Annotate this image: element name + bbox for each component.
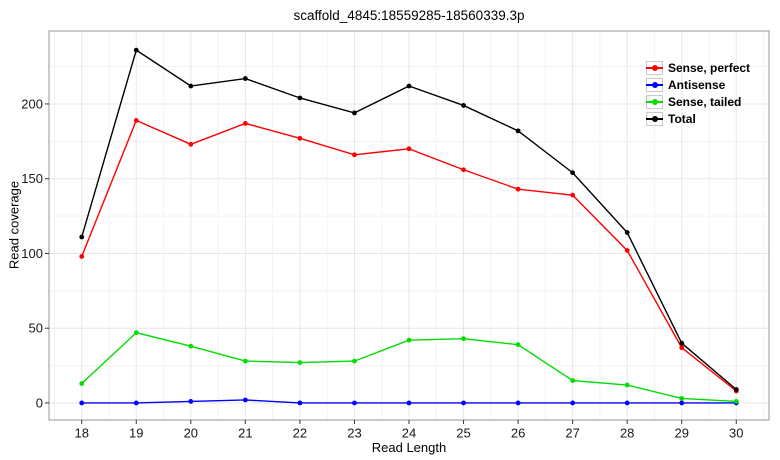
x-tick-label: 22 <box>293 426 307 441</box>
y-tick-label: 100 <box>21 246 43 261</box>
data-point-sense-perfect <box>188 141 194 147</box>
data-point-sense-tailed <box>188 343 194 349</box>
data-point-total <box>515 128 521 134</box>
y-tick-label: 200 <box>21 96 43 111</box>
x-axis-label: Read Length <box>371 440 447 455</box>
y-tick-label: 0 <box>36 395 43 410</box>
legend-label: Total <box>668 112 696 126</box>
data-point-sense-perfect <box>242 120 248 126</box>
data-point-sense-tailed <box>352 358 357 364</box>
data-point-antisense <box>352 400 357 406</box>
legend-dot-swatch <box>651 99 658 105</box>
y-tick-label: 150 <box>21 171 43 186</box>
x-tick-label: 30 <box>729 426 743 441</box>
data-point-sense-perfect <box>297 135 303 141</box>
data-point-total <box>297 95 303 101</box>
data-point-total <box>352 110 357 116</box>
data-point-sense-tailed <box>133 330 139 336</box>
data-point-sense-tailed <box>679 396 685 401</box>
data-point-antisense <box>297 400 303 406</box>
legend: Sense, perfect Antisense Sense, tailed Tota… <box>646 61 750 126</box>
x-tick-label: 29 <box>674 426 688 441</box>
x-tick-label: 27 <box>565 426 579 441</box>
data-point-antisense <box>242 397 248 403</box>
data-point-sense-tailed <box>624 382 630 388</box>
data-point-total <box>679 340 685 346</box>
x-tick-label: 18 <box>74 426 88 441</box>
data-point-antisense <box>79 400 85 406</box>
legend-item-antisense: Antisense <box>646 78 750 92</box>
data-point-sense-perfect <box>79 254 85 259</box>
data-point-sense-perfect <box>406 146 412 152</box>
x-tick-label: 24 <box>402 426 416 441</box>
data-point-total <box>624 230 630 235</box>
data-point-sense-tailed <box>515 342 521 348</box>
data-point-total <box>79 234 85 240</box>
data-point-sense-tailed <box>79 381 85 386</box>
legend-label: Antisense <box>668 78 726 92</box>
y-tick-label: 50 <box>29 321 43 336</box>
data-point-total <box>733 387 739 392</box>
data-point-sense-tailed <box>733 399 739 404</box>
data-point-sense-tailed <box>461 336 466 342</box>
legend-key-icon <box>646 95 663 109</box>
legend-item-sense-tailed: Sense, tailed <box>646 95 750 109</box>
data-point-antisense <box>461 400 466 406</box>
data-point-sense-tailed <box>297 360 303 365</box>
data-point-sense-perfect <box>461 167 466 173</box>
data-point-sense-perfect <box>352 152 357 158</box>
legend-item-total: Total <box>646 112 750 126</box>
x-tick-label: 28 <box>620 426 634 441</box>
data-point-antisense <box>679 400 685 406</box>
data-point-antisense <box>515 400 521 406</box>
data-point-total <box>242 76 248 81</box>
legend-item-sense-perfect: Sense, perfect <box>646 61 750 75</box>
data-point-sense-perfect <box>679 345 685 351</box>
legend-label: Sense, tailed <box>668 95 742 109</box>
data-point-sense-tailed <box>406 337 412 343</box>
data-point-antisense <box>406 400 412 406</box>
data-point-total <box>461 103 466 108</box>
data-point-sense-perfect <box>133 118 139 123</box>
x-tick-label: 19 <box>129 426 143 441</box>
data-point-sense-perfect <box>570 192 576 198</box>
data-point-sense-tailed <box>570 378 576 383</box>
data-point-total <box>188 83 194 89</box>
data-point-total <box>133 47 139 53</box>
legend-key-icon <box>646 61 663 75</box>
x-tick-label: 25 <box>456 426 470 441</box>
legend-label: Sense, perfect <box>668 61 751 75</box>
y-axis-label: Read coverage <box>6 180 22 270</box>
chart-title: scaffold_4845:18559285-18560339.3p <box>293 8 525 23</box>
data-point-sense-perfect <box>515 186 521 192</box>
data-point-antisense <box>133 400 139 406</box>
x-tick-label: 23 <box>347 426 361 441</box>
legend-dot-swatch <box>651 82 658 88</box>
data-point-total <box>406 83 412 89</box>
data-point-antisense <box>624 400 630 406</box>
data-point-antisense <box>188 399 194 404</box>
data-point-sense-perfect <box>624 248 630 253</box>
legend-key-icon <box>646 78 663 92</box>
x-tick-label: 20 <box>184 426 198 441</box>
x-tick-label: 21 <box>238 426 252 441</box>
legend-dot-swatch <box>651 116 658 122</box>
data-point-antisense <box>570 400 576 406</box>
legend-key-icon <box>646 112 663 126</box>
legend-dot-swatch <box>651 65 658 71</box>
data-point-sense-tailed <box>242 358 248 364</box>
x-tick-label: 26 <box>511 426 525 441</box>
data-point-total <box>570 170 576 176</box>
